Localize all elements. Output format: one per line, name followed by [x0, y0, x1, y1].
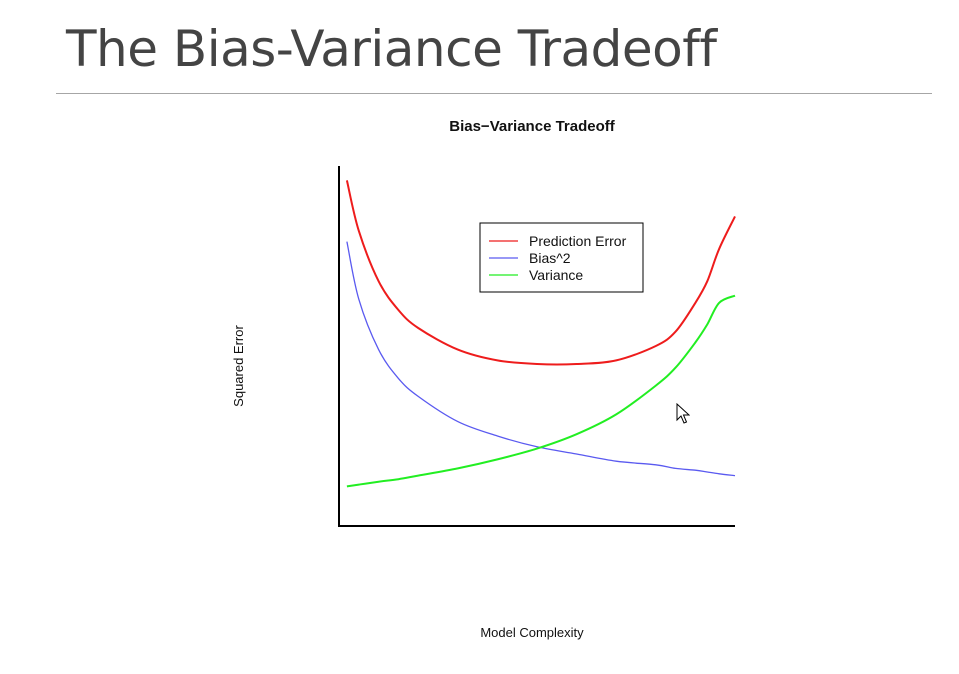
legend-label-bias-2: Bias^2: [529, 250, 571, 266]
x-axis-label: Model Complexity: [480, 625, 584, 640]
series-layer: [345, 180, 736, 488]
y-axis-label: Squared Error: [231, 325, 246, 407]
chart-title: Bias−Variance Tradeoff: [449, 118, 616, 135]
legend-label-prediction-error: Prediction Error: [529, 233, 627, 249]
slide-title: The Bias-Variance Tradeoff: [66, 20, 717, 78]
series-line-variance: [346, 294, 736, 488]
series-line-prediction-error: [345, 180, 736, 366]
series-line-bias-2: [346, 241, 736, 477]
mouse-pointer-icon: [676, 403, 690, 424]
title-divider: [56, 93, 932, 94]
legend-label-variance: Variance: [529, 267, 583, 283]
